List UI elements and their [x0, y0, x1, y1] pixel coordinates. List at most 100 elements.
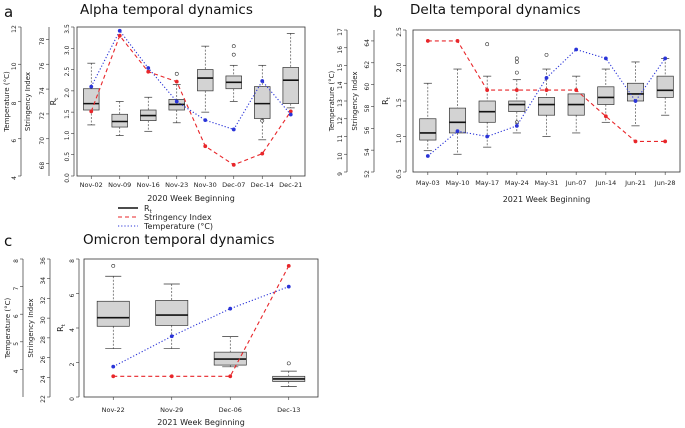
legend-label: Temperature (°C) — [143, 222, 213, 231]
box-Nov-16 — [140, 96, 157, 132]
box-May-17 — [478, 42, 496, 148]
y-axis-temperature: 4 5 6 7 8 Temperature (°C) — [4, 258, 24, 397]
series-point — [89, 84, 94, 89]
y-tick-label: 6 — [13, 314, 20, 318]
series-point — [288, 109, 293, 114]
box-Jun-28 — [656, 58, 674, 116]
series-point — [260, 79, 265, 83]
series-point — [663, 139, 668, 144]
y-tick-label: 2.0 — [64, 88, 71, 98]
series-point — [425, 39, 430, 43]
y-tick-label: 70 — [39, 137, 46, 145]
box-Dec-21 — [282, 33, 299, 109]
panel-a: a Alpha temporal dynamics4681012Temperatu… — [3, 2, 306, 231]
y-tick-label: 36 — [40, 257, 47, 265]
chart-title: Omicron temporal dynamics — [83, 232, 275, 248]
y-tick-label: 10 — [11, 62, 18, 70]
series-point — [231, 127, 236, 132]
box-Dec-07 — [225, 44, 242, 102]
series-stringency — [425, 39, 668, 144]
x-tick-label: Nov-29 — [160, 406, 183, 414]
series-point — [633, 99, 638, 103]
box-iqr — [254, 86, 271, 119]
axis-title: Temperature (°C) — [4, 298, 12, 360]
x-tick-label: Dec-14 — [251, 181, 274, 189]
series-point — [228, 374, 233, 379]
axis-title: Rt — [381, 96, 392, 105]
y-tick-label: 8 — [69, 259, 76, 263]
x-tick-label: Nov-22 — [102, 406, 125, 414]
y-tick-label: 8 — [13, 259, 20, 263]
outlier-point — [260, 118, 265, 123]
series-point — [89, 109, 94, 114]
y-tick-label: 0.0 — [64, 173, 71, 183]
y-tick-label: 76 — [39, 62, 46, 70]
x-axis-title: 2021 Week Beginning — [503, 195, 591, 204]
axis-title: Rt — [49, 97, 60, 106]
y-tick-label: 4 — [11, 176, 18, 180]
box-iqr — [282, 67, 299, 104]
series-point — [174, 79, 179, 84]
outlier-point — [174, 71, 179, 76]
y-axis-rt: 0.5 1.0 1.5 2.0 2.5 Rt — [381, 27, 407, 179]
box-iqr — [155, 300, 189, 326]
y-tick-label: 68 — [39, 162, 46, 170]
y-tick-label: 4 — [69, 328, 76, 332]
box-May-03 — [419, 82, 437, 152]
y-tick-label: 78 — [39, 37, 46, 45]
x-tick-label: Dec-06 — [219, 406, 242, 414]
series-line — [113, 265, 290, 377]
series-point — [633, 139, 638, 144]
box-May-31 — [537, 52, 556, 137]
series-point — [288, 112, 293, 117]
x-tick-label: Dec-21 — [279, 181, 302, 189]
series-point — [117, 28, 122, 33]
axis-title: Temperature (°C) — [3, 71, 11, 133]
box-iqr — [197, 69, 214, 92]
series-point — [603, 114, 608, 119]
y-axis-rt: 0.0 0.5 1.0 1.5 2.0 2.5 3.0 3.5 Rt — [49, 24, 75, 183]
box-Nov-09 — [111, 101, 128, 136]
y-tick-label: 12 — [11, 25, 18, 33]
box-May-24 — [508, 56, 526, 134]
box-iqr — [537, 97, 556, 116]
series-point — [485, 88, 490, 92]
y-tick-label: 56 — [364, 126, 371, 134]
panel-letter: c — [4, 232, 12, 250]
series-temperature — [425, 47, 668, 158]
y-tick-label: 2.0 — [396, 63, 403, 73]
x-tick-label: Nov-23 — [165, 181, 188, 189]
x-tick-label: Dec-07 — [222, 181, 245, 189]
series-point — [544, 88, 549, 92]
y-tick-label: 28 — [40, 336, 47, 344]
x-axis-title: 2021 Week Beginning — [157, 418, 245, 427]
y-axis-temperature: 9 10 11 12 13 14 15 16 17 Temperature (°C) — [328, 28, 348, 176]
y-tick-label: 64 — [364, 39, 371, 47]
x-axis: May-03 May-10 May-17 May-24 May-31 Jun-07 Jun-… — [416, 172, 676, 204]
panel-letter: b — [373, 3, 383, 21]
series-point — [286, 284, 291, 289]
x-tick-label: Nov-16 — [137, 181, 160, 189]
y-axis-stringency: 52 54 56 58 60 62 64 Stringency Index — [351, 30, 375, 178]
box-iqr — [83, 88, 100, 111]
legend-label: Rt — [144, 204, 153, 215]
chart-title: Delta temporal dynamics — [410, 2, 581, 18]
x-tick-label: Nov-02 — [80, 181, 103, 189]
series-point — [455, 39, 460, 43]
y-tick-label: 11 — [337, 135, 344, 143]
y-tick-label: 1.5 — [64, 109, 71, 119]
box-Jun-07 — [567, 75, 585, 134]
y-tick-label: 3.0 — [64, 45, 71, 55]
box-Dec-13 — [272, 361, 306, 387]
panel-b: b Delta temporal dynamics 9 10 11 12 13 14 15 16 1… — [328, 2, 681, 204]
x-tick-label: Nov-09 — [108, 181, 131, 189]
axis-title: Stringency Index — [24, 72, 32, 131]
box-Dec-14 — [254, 64, 271, 141]
y-tick-label: 2.5 — [64, 67, 71, 77]
series-point — [169, 374, 174, 379]
y-tick-label: 62 — [364, 61, 371, 69]
series-line — [90, 34, 292, 166]
y-tick-label: 4 — [13, 369, 20, 373]
outlier-point — [514, 56, 519, 61]
y-tick-label: 14 — [337, 81, 344, 89]
